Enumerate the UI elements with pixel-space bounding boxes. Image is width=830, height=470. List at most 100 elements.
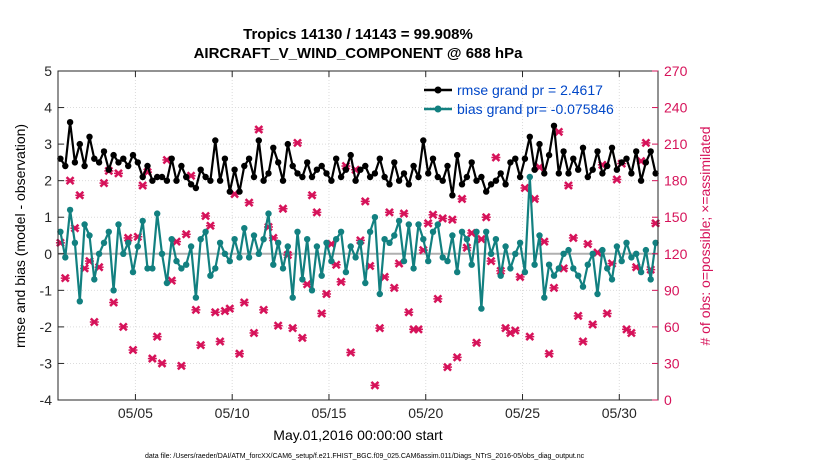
bias-point: [642, 246, 650, 254]
rmse-point: [487, 181, 495, 188]
obs-count-marker: [60, 273, 70, 283]
obs-count-marker: [234, 349, 244, 359]
bias-point: [415, 221, 422, 228]
bias-point: [289, 294, 296, 301]
obs-count-marker: [375, 323, 385, 333]
rmse-point: [308, 173, 316, 181]
x-tick-label: 05/25: [505, 405, 540, 421]
bias-point: [637, 268, 645, 276]
bias-point: [468, 261, 475, 268]
rmse-point: [62, 162, 69, 170]
legend-bias-label: bias grand pr= -0.075846: [457, 101, 614, 117]
obs-count-marker: [123, 233, 133, 243]
bias-point: [173, 257, 180, 265]
bias-point: [565, 246, 572, 254]
obs-count-marker: [239, 298, 249, 307]
rmse-point: [139, 173, 146, 181]
obs-count-marker: [539, 237, 549, 246]
obs-count-marker: [225, 304, 235, 313]
y2-tick-label: 60: [664, 319, 680, 335]
obs-count-marker: [191, 305, 201, 315]
y2-tick-label: 210: [664, 136, 688, 152]
y2-tick-label: 30: [664, 355, 680, 371]
obs-count-marker: [293, 138, 303, 148]
y-axis-label: rmse and bias (model - observation): [12, 124, 28, 348]
bias-point: [163, 279, 171, 287]
rmse-point: [207, 177, 214, 184]
rmse-point: [366, 173, 374, 181]
y-tick-label: 4: [44, 100, 52, 116]
obs-count-marker: [113, 168, 123, 178]
bias-point: [613, 243, 621, 250]
bias-point: [371, 214, 379, 221]
bias-point: [352, 254, 359, 261]
obs-count-marker: [626, 328, 636, 338]
rmse-point: [265, 170, 272, 177]
rmse-point: [284, 140, 291, 148]
rmse-point: [599, 170, 606, 177]
obs-count-marker: [152, 332, 162, 342]
obs-count-marker: [360, 196, 370, 206]
bias-point: [347, 243, 354, 250]
rmse-point: [81, 162, 88, 170]
bias-point: [458, 228, 466, 235]
obs-count-marker: [447, 215, 457, 225]
rmse-point: [192, 184, 200, 192]
obs-count-marker: [472, 338, 482, 348]
obs-count-marker: [278, 204, 288, 214]
bias-point: [633, 250, 640, 257]
rmse-point: [468, 159, 475, 166]
bias-point: [526, 173, 533, 181]
bias-point: [86, 232, 93, 239]
bias-point: [313, 243, 321, 250]
obs-count-marker: [196, 340, 206, 350]
bias-point: [483, 228, 490, 235]
obs-count-marker: [481, 212, 491, 222]
legend-rmse-label: rmse grand pr = 2.4617: [457, 82, 603, 98]
bias-line: [59, 175, 657, 310]
obs-count-marker: [423, 218, 433, 228]
bias-point: [154, 210, 161, 217]
rmse-point: [473, 177, 480, 184]
rmse-point: [134, 159, 141, 166]
obs-count-marker: [404, 307, 414, 317]
rmse-point: [594, 148, 601, 155]
bias-point: [395, 217, 403, 225]
bias-point: [265, 210, 272, 217]
rmse-point: [57, 155, 64, 162]
rmse-point: [318, 162, 325, 170]
bias-point: [100, 239, 108, 246]
rmse-point: [279, 177, 287, 184]
y2-tick-label: 270: [664, 63, 688, 79]
rmse-point: [463, 173, 471, 181]
obs-count-marker: [201, 211, 211, 221]
rmse-point: [458, 181, 466, 188]
bias-series: [57, 173, 659, 312]
bias-point: [202, 228, 209, 235]
rmse-point: [149, 177, 156, 184]
bias-point: [366, 228, 374, 235]
bias-point: [260, 236, 267, 243]
obs-count-marker: [273, 321, 283, 331]
bias-point: [231, 236, 238, 243]
bias-point: [342, 268, 350, 276]
chart-subtitle: AIRCRAFT_V_WIND_COMPONENT @ 688 hPa: [194, 45, 524, 62]
bias-point: [652, 239, 659, 246]
obs-count-marker: [302, 279, 312, 289]
bias-point: [376, 290, 383, 298]
obs-count-marker: [612, 175, 622, 184]
obs-count-marker: [205, 221, 215, 231]
rmse-point: [521, 155, 529, 162]
y2-axis-label: # of obs: o=possible; ×=assimilated: [697, 126, 713, 345]
rmse-point: [183, 173, 190, 181]
x-tick-label: 05/20: [408, 405, 443, 421]
bias-point: [323, 239, 330, 246]
bias-point: [245, 254, 253, 261]
bias-point: [120, 250, 127, 257]
obs-count-marker: [583, 239, 593, 249]
y2-axis-ticks: 0 30 60 90 120 150 180 210 240 270: [652, 63, 688, 408]
rmse-point: [637, 177, 645, 184]
bias-point: [91, 276, 98, 283]
bias-point: [255, 250, 262, 257]
rmse-point: [337, 173, 345, 181]
